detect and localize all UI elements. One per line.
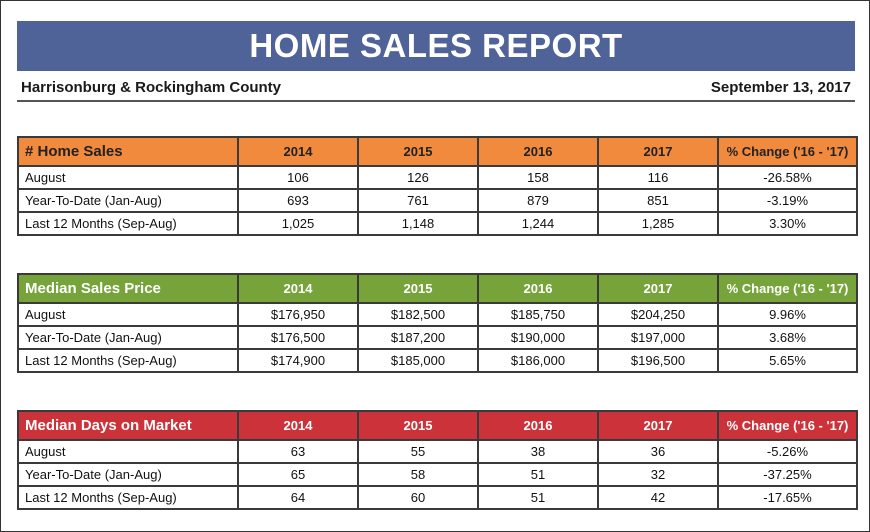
table-cell: $185,750 [477, 302, 599, 327]
column-header: 2014 [237, 273, 359, 304]
table-cell: 693 [237, 188, 359, 213]
column-header: 2017 [597, 273, 719, 304]
table-cell: 60 [357, 485, 479, 510]
table-cell: 51 [477, 485, 599, 510]
table-cell: $187,200 [357, 325, 479, 350]
column-header: 2015 [357, 410, 479, 441]
table-cell: 9.96% [717, 302, 858, 327]
table-row: Last 12 Months (Sep-Aug) 64 60 51 42 -17… [17, 485, 858, 510]
table-cell: 63 [237, 439, 359, 464]
table-cell: 32 [597, 462, 719, 487]
table-cell: -3.19% [717, 188, 858, 213]
column-header: 2014 [237, 410, 359, 441]
row-label: August [17, 165, 239, 190]
report-subheader: Harrisonburg & Rockingham County Septemb… [17, 74, 855, 102]
table-cell: 851 [597, 188, 719, 213]
column-header: 2015 [357, 136, 479, 167]
table-cell: $185,000 [357, 348, 479, 373]
row-label: Year-To-Date (Jan-Aug) [17, 325, 239, 350]
table-cell: -5.26% [717, 439, 858, 464]
column-header: 2016 [477, 410, 599, 441]
table-row: August 106 126 158 116 -26.58% [17, 165, 858, 190]
table-cell: 158 [477, 165, 599, 190]
column-header: 2015 [357, 273, 479, 304]
report-title: HOME SALES REPORT [249, 27, 623, 64]
table-cell: 65 [237, 462, 359, 487]
table-header-row: # Home Sales 2014 2015 2016 2017 % Chang… [17, 136, 858, 167]
table-cell: 55 [357, 439, 479, 464]
row-label: August [17, 439, 239, 464]
table-cell: -17.65% [717, 485, 858, 510]
table-cell: 42 [597, 485, 719, 510]
table-cell: 1,025 [237, 211, 359, 236]
row-label: August [17, 302, 239, 327]
table-cell: $176,500 [237, 325, 359, 350]
table-cell: -26.58% [717, 165, 858, 190]
column-header: % Change ('16 - '17) [717, 136, 858, 167]
table-row: August 63 55 38 36 -5.26% [17, 439, 858, 464]
median-days-table: Median Days on Market 2014 2015 2016 201… [17, 410, 858, 510]
table-row: Year-To-Date (Jan-Aug) $176,500 $187,200… [17, 325, 858, 350]
table-header-row: Median Days on Market 2014 2015 2016 201… [17, 410, 858, 441]
table-cell: $196,500 [597, 348, 719, 373]
table-cell: 36 [597, 439, 719, 464]
table-cell: $197,000 [597, 325, 719, 350]
table-cell: 3.68% [717, 325, 858, 350]
table-cell: 64 [237, 485, 359, 510]
table-cell: 1,285 [597, 211, 719, 236]
row-label: Last 12 Months (Sep-Aug) [17, 211, 239, 236]
report-banner: HOME SALES REPORT [17, 21, 855, 71]
table-cell: $174,900 [237, 348, 359, 373]
report-date: September 13, 2017 [710, 78, 851, 96]
table-header-row: Median Sales Price 2014 2015 2016 2017 %… [17, 273, 858, 304]
table-title: Median Days on Market [17, 410, 239, 441]
column-header: % Change ('16 - '17) [717, 410, 858, 441]
table-row: Last 12 Months (Sep-Aug) 1,025 1,148 1,2… [17, 211, 858, 236]
home-sales-table: # Home Sales 2014 2015 2016 2017 % Chang… [17, 136, 858, 236]
row-label: Last 12 Months (Sep-Aug) [17, 348, 239, 373]
table-cell: 879 [477, 188, 599, 213]
table-cell: $182,500 [357, 302, 479, 327]
table-cell: 761 [357, 188, 479, 213]
column-header: 2017 [597, 136, 719, 167]
column-header: 2016 [477, 136, 599, 167]
table-cell: $190,000 [477, 325, 599, 350]
table-cell: 126 [357, 165, 479, 190]
table-title: # Home Sales [17, 136, 239, 167]
median-price-table: Median Sales Price 2014 2015 2016 2017 %… [17, 273, 858, 373]
column-header: 2014 [237, 136, 359, 167]
table-cell: 5.65% [717, 348, 858, 373]
table-cell: 58 [357, 462, 479, 487]
table-cell: 3.30% [717, 211, 858, 236]
table-cell: $186,000 [477, 348, 599, 373]
table-row: Year-To-Date (Jan-Aug) 693 761 879 851 -… [17, 188, 858, 213]
column-header: % Change ('16 - '17) [717, 273, 858, 304]
table-row: Year-To-Date (Jan-Aug) 65 58 51 32 -37.2… [17, 462, 858, 487]
column-header: 2017 [597, 410, 719, 441]
row-label: Year-To-Date (Jan-Aug) [17, 188, 239, 213]
table-cell: 116 [597, 165, 719, 190]
table-title: Median Sales Price [17, 273, 239, 304]
table-row: Last 12 Months (Sep-Aug) $174,900 $185,0… [17, 348, 858, 373]
column-header: 2016 [477, 273, 599, 304]
table-cell: 1,148 [357, 211, 479, 236]
row-label: Year-To-Date (Jan-Aug) [17, 462, 239, 487]
table-cell: 106 [237, 165, 359, 190]
table-cell: -37.25% [717, 462, 858, 487]
report-location: Harrisonburg & Rockingham County [21, 78, 282, 96]
table-cell: 1,244 [477, 211, 599, 236]
table-cell: $176,950 [237, 302, 359, 327]
row-label: Last 12 Months (Sep-Aug) [17, 485, 239, 510]
table-cell: 51 [477, 462, 599, 487]
table-cell: $204,250 [597, 302, 719, 327]
table-row: August $176,950 $182,500 $185,750 $204,2… [17, 302, 858, 327]
table-cell: 38 [477, 439, 599, 464]
